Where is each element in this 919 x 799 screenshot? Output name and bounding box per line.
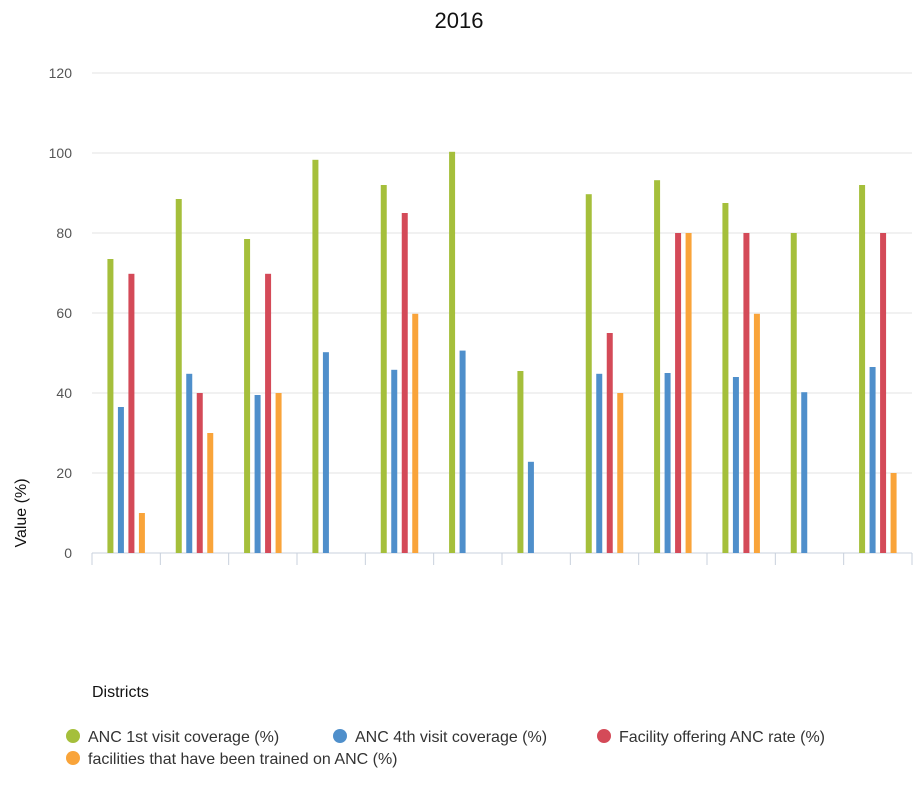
y-tick-label: 60 xyxy=(56,305,72,321)
legend-label: ANC 1st visit coverage (%) xyxy=(88,729,279,746)
legend: ANC 1st visit coverage (%) ANC 4th visit … xyxy=(66,729,825,768)
bar[interactable] xyxy=(606,333,613,553)
y-axis-label: Value (%) xyxy=(13,478,30,547)
bar[interactable] xyxy=(107,259,114,553)
legend-item[interactable]: ANC 1st visit coverage (%) xyxy=(66,729,279,746)
legend-item[interactable]: ANC 4th visit coverage (%) xyxy=(333,729,547,746)
bar[interactable] xyxy=(459,350,466,553)
bar[interactable] xyxy=(753,313,760,553)
bar[interactable] xyxy=(743,233,750,553)
bar[interactable] xyxy=(449,151,456,554)
bar[interactable] xyxy=(722,203,729,553)
bar[interactable] xyxy=(175,199,182,553)
bar[interactable] xyxy=(196,393,203,553)
x-axis-label: Districts xyxy=(92,684,149,701)
bar[interactable] xyxy=(312,159,319,554)
bar[interactable] xyxy=(675,233,682,553)
bar[interactable] xyxy=(391,369,398,553)
bar[interactable] xyxy=(664,373,671,553)
bar[interactable] xyxy=(654,180,661,553)
bar[interactable] xyxy=(517,371,524,553)
x-axis xyxy=(91,553,913,565)
y-tick-label: 100 xyxy=(49,145,73,161)
legend-swatch xyxy=(333,729,347,743)
bar[interactable] xyxy=(790,233,797,553)
y-tick-label: 40 xyxy=(56,385,72,401)
bar[interactable] xyxy=(254,395,261,553)
bar[interactable] xyxy=(138,513,145,553)
bar[interactable] xyxy=(207,433,214,553)
legend-label: facilities that have been trained on ANC… xyxy=(88,751,398,768)
bar[interactable] xyxy=(401,213,408,553)
bar[interactable] xyxy=(801,392,808,553)
y-axis-ticks: 0 20 40 60 80 100 120 xyxy=(49,65,73,561)
bar[interactable] xyxy=(275,393,282,553)
bar[interactable] xyxy=(380,185,387,553)
bar[interactable] xyxy=(732,377,739,553)
bar[interactable] xyxy=(128,273,135,553)
legend-label: ANC 4th visit coverage (%) xyxy=(355,729,547,746)
chart-title: 2016 xyxy=(435,8,484,33)
bar[interactable] xyxy=(527,461,534,553)
legend-swatch xyxy=(66,751,80,765)
bar[interactable] xyxy=(117,407,124,553)
bars xyxy=(107,151,897,554)
bar[interactable] xyxy=(186,373,193,553)
grid-lines xyxy=(92,72,912,554)
bar[interactable] xyxy=(859,185,866,553)
legend-item[interactable]: facilities that have been trained on ANC… xyxy=(66,751,398,768)
legend-swatch xyxy=(597,729,611,743)
legend-item[interactable]: Facility offering ANC rate (%) xyxy=(597,729,825,746)
bar[interactable] xyxy=(617,393,624,553)
y-tick-label: 0 xyxy=(64,545,72,561)
bar[interactable] xyxy=(322,352,329,553)
bar[interactable] xyxy=(585,194,592,553)
y-tick-label: 20 xyxy=(56,465,72,481)
bar[interactable] xyxy=(890,473,897,553)
legend-swatch xyxy=(66,729,80,743)
legend-label: Facility offering ANC rate (%) xyxy=(619,729,825,746)
bar[interactable] xyxy=(412,313,419,553)
bar[interactable] xyxy=(596,373,603,553)
bar[interactable] xyxy=(880,233,887,553)
bar[interactable] xyxy=(265,273,272,553)
bar[interactable] xyxy=(685,233,692,553)
y-tick-label: 80 xyxy=(56,225,72,241)
y-tick-label: 120 xyxy=(49,65,73,81)
bar[interactable] xyxy=(869,367,876,553)
bar[interactable] xyxy=(244,239,251,553)
